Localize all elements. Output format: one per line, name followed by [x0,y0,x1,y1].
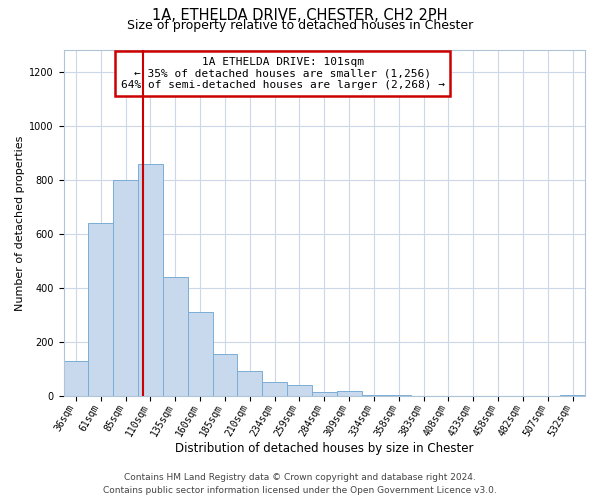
Text: Size of property relative to detached houses in Chester: Size of property relative to detached ho… [127,19,473,32]
Bar [138,164,163,396]
X-axis label: Distribution of detached houses by size in Chester: Distribution of detached houses by size … [175,442,473,455]
Bar [262,382,287,396]
Bar [113,180,138,396]
Bar [312,392,337,396]
Text: 1A, ETHELDA DRIVE, CHESTER, CH2 2PH: 1A, ETHELDA DRIVE, CHESTER, CH2 2PH [152,8,448,22]
Bar [560,394,585,396]
Bar [362,394,386,396]
Bar [188,312,212,396]
Bar [287,384,312,396]
Text: 1A ETHELDA DRIVE: 101sqm
← 35% of detached houses are smaller (1,256)
64% of sem: 1A ETHELDA DRIVE: 101sqm ← 35% of detach… [121,57,445,90]
Bar [386,394,411,396]
Y-axis label: Number of detached properties: Number of detached properties [15,136,25,310]
Bar [337,390,362,396]
Bar [238,371,262,396]
Bar [212,354,238,396]
Bar [88,223,113,396]
Text: Contains HM Land Registry data © Crown copyright and database right 2024.
Contai: Contains HM Land Registry data © Crown c… [103,474,497,495]
Bar [64,361,88,396]
Bar [163,277,188,396]
